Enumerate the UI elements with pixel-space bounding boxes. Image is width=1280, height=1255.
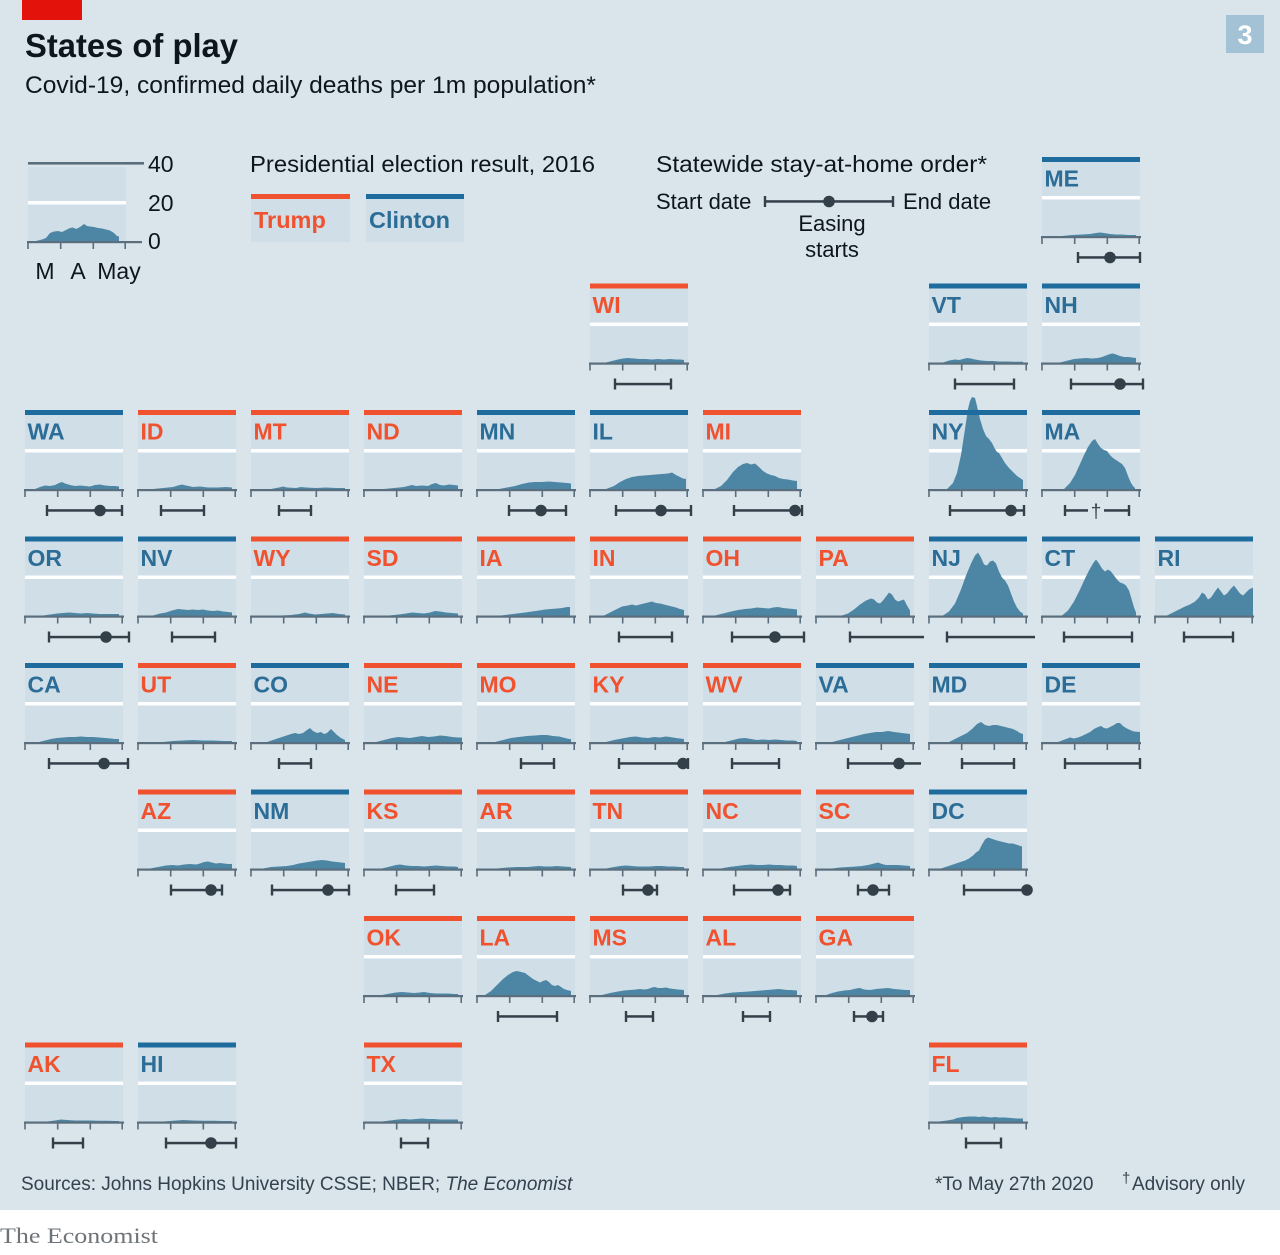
svg-text:Covid-19, confirmed daily deat: Covid-19, confirmed daily deaths per 1m … (25, 72, 596, 99)
svg-text:CT: CT (1045, 545, 1076, 571)
svg-text:MN: MN (480, 419, 516, 445)
svg-text:DE: DE (1045, 672, 1077, 698)
svg-text:HI: HI (141, 1051, 164, 1077)
svg-text:UT: UT (141, 672, 172, 698)
svg-text:MS: MS (593, 925, 628, 951)
svg-text:LA: LA (480, 925, 511, 951)
svg-text:3: 3 (1237, 20, 1252, 50)
svg-text:†: † (1091, 502, 1102, 523)
svg-text:M: M (35, 258, 54, 284)
svg-text:States of play: States of play (25, 27, 239, 64)
svg-text:40: 40 (148, 151, 174, 177)
svg-text:OK: OK (367, 925, 402, 951)
svg-text:TN: TN (593, 798, 624, 824)
svg-text:IL: IL (593, 419, 613, 445)
svg-text:MI: MI (706, 419, 732, 445)
svg-text:NH: NH (1045, 292, 1078, 318)
svg-text:NE: NE (367, 672, 399, 698)
svg-text:SC: SC (819, 798, 851, 824)
svg-text:Trump: Trump (254, 207, 326, 233)
svg-text:CA: CA (28, 672, 61, 698)
svg-text:Clinton: Clinton (369, 207, 450, 233)
svg-text:AR: AR (480, 798, 514, 824)
svg-text:ID: ID (141, 419, 164, 445)
svg-text:ND: ND (367, 419, 400, 445)
svg-text:CO: CO (254, 672, 289, 698)
svg-text:A: A (70, 258, 86, 284)
svg-text:MT: MT (254, 419, 287, 445)
svg-text:PA: PA (819, 545, 849, 571)
svg-text:KY: KY (593, 672, 625, 698)
svg-text:NY: NY (932, 419, 964, 445)
svg-text:RI: RI (1158, 545, 1181, 571)
svg-text:*To May 27th 2020: *To May 27th 2020 (935, 1174, 1093, 1195)
svg-text:WI: WI (593, 292, 621, 318)
svg-text:ME: ME (1045, 166, 1080, 192)
svg-text:NM: NM (254, 798, 290, 824)
svg-text:AK: AK (28, 1051, 62, 1077)
svg-text:May: May (97, 258, 141, 284)
svg-text:FL: FL (932, 1051, 960, 1077)
svg-text:starts: starts (805, 237, 859, 262)
svg-text:VA: VA (819, 672, 849, 698)
svg-text:DC: DC (932, 798, 965, 824)
svg-text:Statewide stay-at-home order*: Statewide stay-at-home order* (656, 151, 987, 177)
svg-text:IN: IN (593, 545, 616, 571)
svg-text:†: † (1122, 1170, 1130, 1187)
svg-text:Presidential election result,: Presidential election result, 2016 (250, 151, 595, 177)
svg-text:Easing: Easing (798, 211, 865, 236)
svg-text:MA: MA (1045, 419, 1081, 445)
svg-text:GA: GA (819, 925, 854, 951)
svg-text:TX: TX (367, 1051, 397, 1077)
svg-text:NV: NV (141, 545, 174, 571)
svg-text:20: 20 (148, 190, 174, 216)
svg-text:The Economist: The Economist (0, 1223, 158, 1248)
svg-text:End date: End date (903, 189, 991, 214)
svg-text:IA: IA (480, 545, 503, 571)
svg-text:KS: KS (367, 798, 399, 824)
svg-text:NC: NC (706, 798, 739, 824)
svg-text:AL: AL (706, 925, 737, 951)
svg-text:WA: WA (28, 419, 65, 445)
svg-text:AZ: AZ (141, 798, 172, 824)
svg-text:OR: OR (28, 545, 63, 571)
svg-text:VT: VT (932, 292, 961, 318)
svg-text:NJ: NJ (932, 545, 961, 571)
svg-text:Start date: Start date (656, 189, 751, 214)
svg-text:0: 0 (148, 228, 161, 254)
svg-text:MD: MD (932, 672, 968, 698)
svg-text:OH: OH (706, 545, 741, 571)
svg-text:Sources: Johns Hopkins Univers: Sources: Johns Hopkins University CSSE; … (21, 1174, 573, 1195)
svg-text:MO: MO (480, 672, 517, 698)
svg-text:SD: SD (367, 545, 399, 571)
svg-text:WY: WY (254, 545, 291, 571)
svg-text:Advisory only: Advisory only (1132, 1174, 1245, 1195)
svg-text:WV: WV (706, 672, 744, 698)
